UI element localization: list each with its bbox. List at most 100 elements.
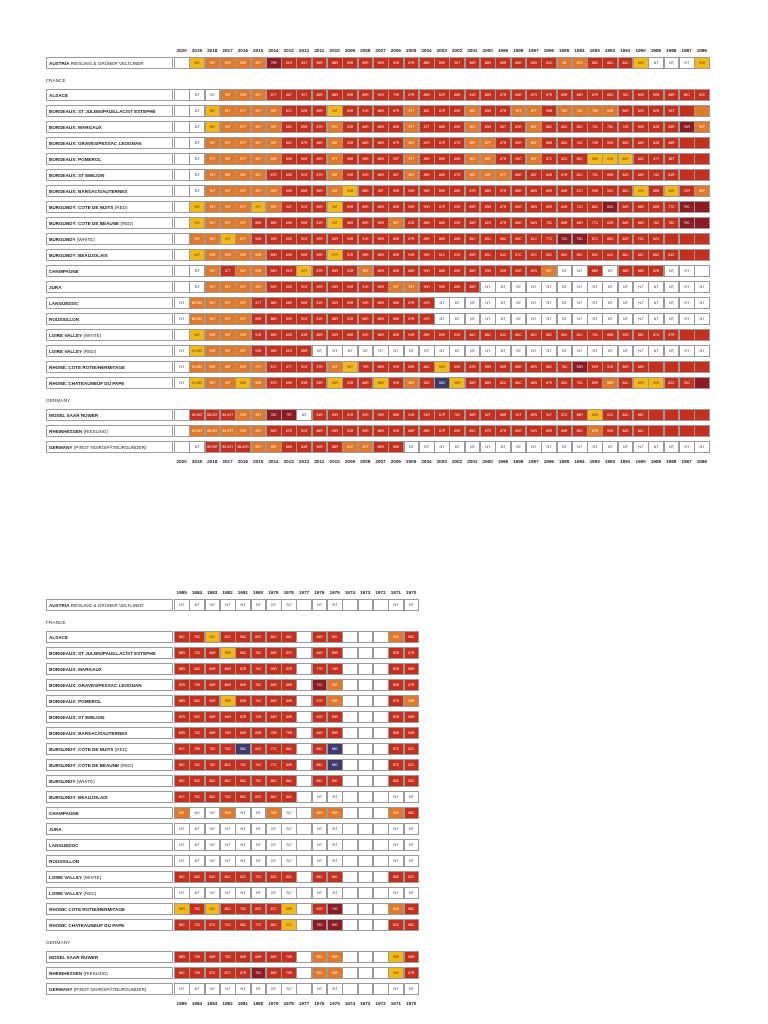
vintage-rating-cell: 88C [311,759,328,771]
vintage-rating-cell: NT [372,345,389,357]
vintage-rating-cell: 89R [327,265,343,277]
wine-region-row: BURGUNDY: BEAUJOLAIS 94T 93R 92R 90R 92R 89R 84… [46,249,710,261]
vintage-rating-cell: 86R [388,329,404,341]
vintage-rating-cell: NT [663,297,680,309]
vintage-rating-cell [357,775,374,787]
vintage-rating-cell: 95T [250,201,267,213]
vintage-rating-cell: 86R [357,121,374,133]
year-label: 1986 [696,459,707,464]
vintage-rating-cell: NT [311,983,328,995]
vintage-rating-cell: 92R [311,233,328,245]
vintage-rating-cell: 92R [219,57,236,69]
vintage-rating-cell [694,265,710,277]
vintage-rating-cell: NT [403,441,420,453]
year-label: 2007 [375,459,386,464]
vintage-rating-cell: 89R [480,121,496,133]
vintage-rating-cell: 85C [602,89,619,101]
wine-region-name: RHONE: CHATEAUNEUF DU PAPE [46,919,173,931]
vintage-rating-cell: 79C [633,233,649,245]
vintage-rating-cell: 84C [633,249,649,261]
vintage-rating-cell: NT [219,983,236,995]
vintage-rating-cell [648,409,665,421]
vintage-rating-cell: 82R [235,663,251,675]
vintage-rating-cell: 96T [327,169,343,181]
year-label: 1994 [574,48,585,53]
vintage-rating-cell: NT [189,169,206,181]
vintage-rating-cell: 86C [311,871,328,883]
vintage-rating-cell: 89R [541,425,557,437]
year-label: 1971 [390,590,401,595]
vintage-rating-cell: 88R [265,313,282,325]
vintage-rating-cell: 93R [327,695,343,707]
vintage-rating-cell: 86C [525,329,542,341]
vintage-rating-cell [663,361,680,373]
vintage-rating-cell: 87R [418,297,435,309]
year-label: 1997 [528,48,539,53]
vintage-rating-cell: 90R [418,265,435,277]
vintage-rating-cell: 90R [434,281,450,293]
vintage-rating-cell [694,425,710,437]
vintage-rating-cell: 86R [556,185,573,197]
year-label: 1972 [375,590,386,595]
vintage-rating-cell: 92R [342,425,359,437]
vintage-rating-cell: 72C [250,871,267,883]
year-label: 2008 [360,48,371,53]
vintage-rating-cell: NT [174,855,190,867]
vintage-rating-cell: NT [633,297,649,309]
vintage-rating-cell: 86R [372,169,389,181]
vintage-rating-cell: 75C [189,631,206,643]
vintage-rating-cell: 87T [281,361,297,373]
vintage-rating-cell: 89R [510,201,527,213]
vintage-rating-cell: NT [694,345,710,357]
vintage-rating-cell: 76R [678,121,695,133]
vintage-rating-cell: 93R [327,425,343,437]
wine-region-row: JURA NT NT NT NT NT NT NT NT NT NT NT NT [46,823,420,835]
vintage-rating-cell: 91T [510,409,527,421]
year-label: 2009 [344,459,356,464]
vintage-rating-cell [342,839,359,851]
vintage-rating-cell [357,871,374,883]
vintage-rating-cell: 93R [235,409,251,421]
wine-region-row: AUSTRIA RIESLING & GRÜNER VELTLINER 98T 93… [46,57,710,69]
vintage-rating-cell: 84R [633,137,649,149]
region-subtitle: (RED) [113,205,128,210]
vintage-rating-cell: NT [510,441,527,453]
vintage-rating-cell: 89C [571,249,588,261]
wine-region-name: CHAMPAGNE [46,265,173,277]
vintage-rating-cell: 94T [250,281,267,293]
wine-region-name: BURGUNDY: COTE DE BEAUNE (RED) [46,759,173,771]
vintage-rating-cell [678,233,695,245]
vintage-rating-cell: NT [281,839,297,851]
vintage-rating-cell: 94T [204,169,221,181]
vintage-rating-cell: NT [663,345,680,357]
vintage-rating-cell: NV [189,807,206,819]
vintage-rating-cell: 90R [449,217,466,229]
vintage-rating-cell: NT [250,855,267,867]
vintage-rating-cell: 91R [602,361,619,373]
vintage-rating-cell: 85C [556,137,573,149]
vintage-rating-cell: 92T [235,297,251,309]
wine-region-name: RHONE: COTE ROTIE/HERMITAGE [46,361,173,373]
vintage-rating-cell: 86R [449,233,466,245]
vintage-rating-cell: 82R [235,711,251,723]
vintage-rating-cell: 89R [357,201,374,213]
vintage-rating-cell: NT [250,823,267,835]
region-title: LOIRE VALLEY [49,891,83,896]
vintage-rating-cell: 91R [449,329,466,341]
vintage-rating-cell: 86R [617,217,634,229]
vintage-rating-cell: 92R [311,281,328,293]
vintage-rating-cell: 93T [189,217,206,229]
vintage-rating-cell: 83C [587,249,603,261]
vintage-rating-cell [296,759,313,771]
vintage-rating-cell: 82R [648,105,665,117]
year-label: 1980 [253,590,264,595]
section-label: FRANCE [46,621,66,626]
wine-region-name: BURGUNDY: COTE DE NUITS (RED) [46,201,173,213]
vintage-rating-cell: NT [587,297,603,309]
vintage-rating-cell: NT [219,855,236,867]
vintage-rating-cell: 91T [219,105,236,117]
vintage-rating-cell: 90R [418,281,435,293]
vintage-rating-cell: 90R [602,105,619,117]
vintage-rating-cell: 90R [357,425,374,437]
vintage-rating-cell: 82C [235,871,251,883]
